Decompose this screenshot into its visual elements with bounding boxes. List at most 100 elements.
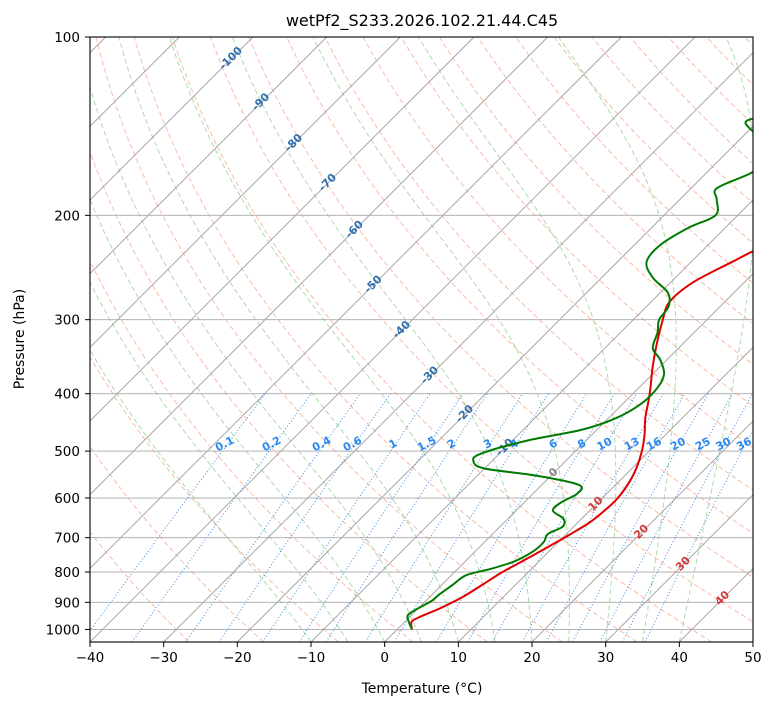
dry-adiabat-line bbox=[248, 37, 753, 578]
mixing-ratio-line bbox=[435, 393, 587, 642]
mixing-ratio-line bbox=[262, 393, 431, 642]
mixing-ratio-line bbox=[131, 393, 312, 642]
y-tick-label: 700 bbox=[54, 531, 80, 547]
moist-adiabat-line bbox=[231, 37, 533, 642]
mixing-ratio-line bbox=[298, 393, 464, 642]
mixing-ratio-label: 1 bbox=[387, 436, 400, 451]
isotherm-line bbox=[384, 273, 753, 642]
y-tick-label: 400 bbox=[54, 387, 80, 403]
isotherm-line bbox=[310, 199, 753, 642]
mixing-ratio-line bbox=[521, 393, 664, 642]
temperature-profile-line bbox=[410, 249, 753, 630]
dry-adiabat-line bbox=[90, 531, 190, 642]
mixing-ratio-label: 10 bbox=[595, 435, 615, 454]
height-label: 20 bbox=[631, 521, 651, 541]
mixing-ratio-label: 30 bbox=[714, 435, 734, 454]
mixing-ratio-label: 2 bbox=[445, 436, 458, 451]
moist-adiabat-line bbox=[90, 198, 386, 642]
x-tick-label: −20 bbox=[223, 650, 252, 666]
height-label: -60 bbox=[343, 218, 366, 241]
isotherm-line bbox=[90, 37, 696, 642]
mixing-ratio-line bbox=[644, 428, 753, 642]
moist-adiabat-line bbox=[558, 37, 677, 642]
isotherm-line bbox=[90, 37, 548, 496]
mixing-ratio-line bbox=[218, 393, 391, 642]
dry-adiabat-line bbox=[438, 37, 753, 366]
dry-adiabat-line bbox=[515, 37, 753, 284]
mixing-ratio-line bbox=[393, 393, 550, 642]
isotherm-line bbox=[752, 641, 753, 642]
dry-adiabat-line bbox=[90, 356, 339, 642]
mixing-ratio-line bbox=[90, 393, 266, 632]
dry-adiabat-line bbox=[324, 37, 753, 491]
isotherm-line bbox=[237, 125, 753, 642]
mixing-ratio-line bbox=[572, 393, 709, 642]
axis-ticks: −40 −30 −20 −10 0 10 20 30 40 50 100 200 300 400 500 60… bbox=[46, 30, 762, 666]
dry-adiabat-line bbox=[286, 37, 753, 534]
mixing-ratio-label: 36 bbox=[734, 435, 754, 454]
mixing-ratio-label: 16 bbox=[644, 435, 664, 454]
height-label: -80 bbox=[282, 131, 305, 154]
y-tick-label: 100 bbox=[54, 30, 80, 46]
dewpoint-profile-line bbox=[406, 117, 753, 630]
moist-adiabat-line bbox=[312, 37, 570, 642]
moist-adiabat-line bbox=[118, 37, 459, 642]
dry-adiabat-line bbox=[362, 37, 753, 449]
moist-adiabat-line bbox=[168, 37, 496, 642]
chart-title: wetPf2_S233.2026.102.21.44.C45 bbox=[286, 11, 558, 31]
x-tick-label: −30 bbox=[149, 650, 178, 666]
isotherm-line bbox=[90, 37, 475, 422]
isotherm-line bbox=[90, 37, 622, 569]
y-tick-label: 800 bbox=[54, 565, 80, 581]
dry-adiabat-line bbox=[171, 37, 712, 642]
moist-adiabat-line bbox=[90, 85, 422, 642]
isotherm-line bbox=[90, 37, 254, 201]
x-tick-label: 50 bbox=[744, 650, 761, 666]
isotherm-line bbox=[458, 346, 753, 642]
isotherm-line bbox=[679, 567, 753, 642]
x-tick-label: −10 bbox=[297, 650, 326, 666]
dry-adiabat-line bbox=[133, 37, 638, 642]
mixing-ratio-line bbox=[364, 393, 524, 642]
x-tick-label: 40 bbox=[671, 650, 688, 666]
height-label: -100 bbox=[216, 44, 245, 73]
y-tick-label: 900 bbox=[54, 595, 80, 611]
y-tick-label: 1000 bbox=[46, 622, 80, 638]
mixing-ratio-label: 13 bbox=[622, 435, 642, 454]
height-label: 30 bbox=[673, 553, 693, 573]
mixing-ratio-line bbox=[467, 393, 615, 642]
moist-adiabat-line bbox=[90, 281, 349, 642]
dry-adiabat-line bbox=[90, 150, 488, 642]
dry-adiabat-line bbox=[591, 37, 753, 204]
height-label: -90 bbox=[249, 90, 272, 113]
dry-adiabat-line bbox=[90, 445, 264, 642]
plot-frame bbox=[89, 36, 754, 643]
height-label: -20 bbox=[453, 402, 476, 425]
height-label: -50 bbox=[361, 272, 384, 295]
moist-adiabat-line bbox=[678, 37, 753, 642]
dry-adiabat-line bbox=[668, 37, 753, 125]
isotherm-line bbox=[605, 494, 753, 642]
isotherm-line bbox=[163, 52, 753, 642]
plot-area: 0.1 0.2 0.4 0.6 1 1.5 2 3 4 6 8 10 13 16 20 25 30 36-100-… bbox=[90, 37, 754, 642]
mixing-ratio-line bbox=[491, 393, 637, 642]
height-label: 40 bbox=[712, 588, 732, 608]
dry-adiabat-line bbox=[95, 37, 563, 642]
height-label: -30 bbox=[418, 363, 441, 386]
y-axis-label: Pressure (hPa) bbox=[12, 289, 28, 389]
y-tick-label: 300 bbox=[54, 313, 80, 329]
y-tick-label: 200 bbox=[54, 208, 80, 224]
y-tick-label: 500 bbox=[54, 444, 80, 460]
y-tick-label: 600 bbox=[54, 491, 80, 507]
mixing-ratio-label: 6 bbox=[547, 436, 560, 451]
x-tick-label: 10 bbox=[450, 650, 467, 666]
mixing-ratio-label: 25 bbox=[693, 435, 713, 454]
mixing-ratio-line bbox=[185, 393, 361, 642]
mixing-ratio-line bbox=[325, 393, 488, 642]
x-axis-label: Temperature (°C) bbox=[361, 681, 483, 697]
x-tick-label: 20 bbox=[523, 650, 540, 666]
dry-adiabat-line bbox=[400, 37, 753, 407]
moist-adiabat-line bbox=[90, 349, 312, 642]
height-label: -40 bbox=[390, 318, 413, 341]
